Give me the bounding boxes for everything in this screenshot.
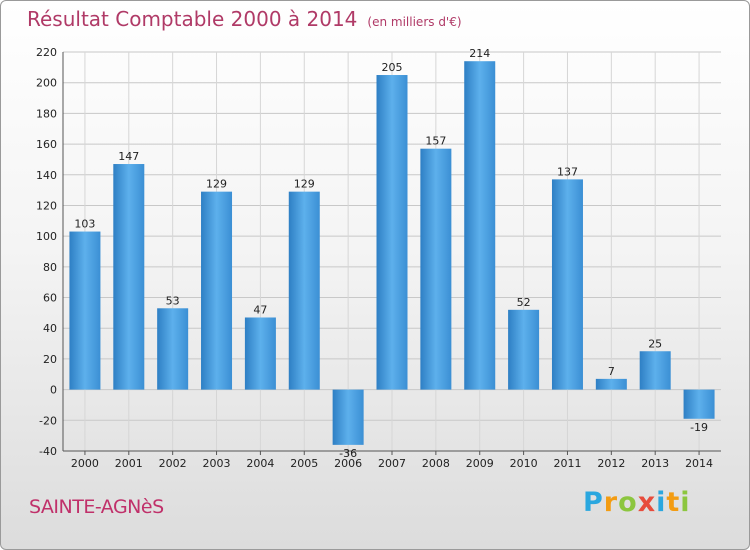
x-tick-label: 2010 — [510, 457, 538, 470]
logo-letter: x — [637, 487, 657, 518]
y-tick-label: 60 — [43, 292, 57, 305]
y-tick-label: -20 — [39, 414, 57, 427]
x-tick-label: 2004 — [246, 457, 274, 470]
logo-letter: r — [603, 487, 619, 518]
y-tick-label: 80 — [43, 261, 57, 274]
data-label: 53 — [166, 294, 180, 307]
data-label: 157 — [425, 135, 446, 148]
y-tick-label: 140 — [36, 169, 57, 182]
y-tick-label: 120 — [36, 199, 57, 212]
axes: -40 -20 0 20 40 60 80 100 120 140 160 180 200 220 2000… — [36, 46, 721, 470]
commune-name: SAINTE-AGNèS — [29, 496, 164, 518]
bar — [376, 75, 408, 390]
data-label: 129 — [206, 178, 227, 191]
logo-letter: P — [583, 487, 604, 518]
bar — [420, 148, 452, 390]
bar — [332, 389, 364, 445]
data-label: 205 — [382, 61, 403, 74]
y-tick-label: 220 — [36, 46, 57, 59]
bar — [201, 191, 233, 390]
logo-letter: i — [656, 487, 667, 518]
data-label: 137 — [557, 165, 578, 178]
chart-subtitle: (en milliers d'€) — [367, 15, 462, 29]
chart-title: Résultat Comptable 2000 à 2014 (en millie… — [27, 7, 462, 31]
bar — [595, 378, 627, 390]
x-tick-label: 2013 — [641, 457, 669, 470]
data-label: 147 — [118, 150, 139, 163]
x-tick-label: 2007 — [378, 457, 406, 470]
x-tick-label: 2002 — [159, 457, 187, 470]
bars — [69, 61, 715, 445]
data-label: -19 — [690, 421, 708, 434]
data-label: 214 — [469, 47, 490, 60]
data-label: 7 — [608, 365, 615, 378]
data-label: 52 — [517, 296, 531, 309]
bar — [464, 61, 496, 390]
bar — [157, 308, 189, 390]
x-tick-label: 2009 — [466, 457, 494, 470]
x-tick-label: 2006 — [334, 457, 362, 470]
y-tick-label: 160 — [36, 138, 57, 151]
logo-letter: t — [666, 487, 681, 518]
x-tick-label: 2005 — [290, 457, 318, 470]
proxiti-logo: Proxiti — [583, 487, 691, 518]
bar — [288, 191, 320, 390]
y-tick-label: 20 — [43, 353, 57, 366]
data-label: 25 — [648, 337, 662, 350]
bar — [508, 309, 540, 390]
x-tick-label: 2003 — [203, 457, 231, 470]
bar — [639, 351, 671, 390]
x-tick-label: 2011 — [553, 457, 581, 470]
value-labels: 103 147 53 129 47 129 -36 205 157 214 52 137 7 25 -19 — [74, 47, 708, 460]
logo-letter: i — [680, 487, 691, 518]
x-tick-label: 2000 — [71, 457, 99, 470]
x-tick-label: 2001 — [115, 457, 143, 470]
y-tick-label: -40 — [39, 445, 57, 458]
x-tick-label: 2008 — [422, 457, 450, 470]
y-tick-label: 100 — [36, 230, 57, 243]
y-tick-label: 0 — [50, 384, 57, 397]
bar — [244, 317, 276, 390]
logo-letter: o — [618, 487, 638, 518]
bar — [551, 179, 583, 390]
data-label: 103 — [74, 218, 95, 231]
y-tick-label: 200 — [36, 77, 57, 90]
data-label: 129 — [294, 178, 315, 191]
x-tick-label: 2012 — [597, 457, 625, 470]
y-tick-label: 40 — [43, 322, 57, 335]
y-tick-label: 180 — [36, 107, 57, 120]
data-label: 47 — [253, 303, 267, 316]
bar — [683, 389, 715, 419]
x-tick-label: 2014 — [685, 457, 713, 470]
bar — [113, 164, 145, 390]
data-label: -36 — [339, 447, 357, 460]
chart-title-text: Résultat Comptable 2000 à 2014 — [27, 7, 358, 31]
bar — [69, 231, 101, 390]
